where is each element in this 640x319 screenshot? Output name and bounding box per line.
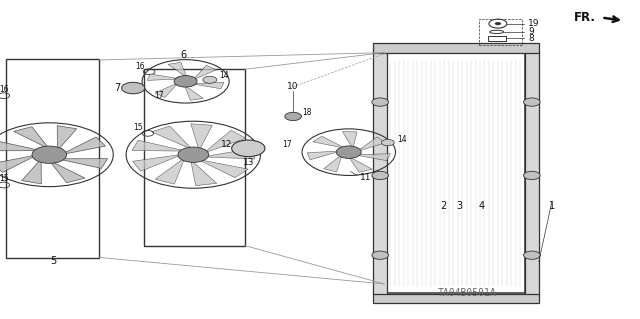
Polygon shape (342, 132, 357, 149)
Text: 14: 14 (397, 135, 406, 144)
Polygon shape (132, 154, 183, 171)
Text: 9: 9 (528, 27, 534, 36)
Circle shape (337, 146, 362, 158)
Text: 12: 12 (221, 140, 232, 149)
Circle shape (174, 76, 197, 87)
Bar (525, 51, 539, 295)
Circle shape (32, 146, 67, 163)
Bar (144, 69, 245, 246)
Circle shape (372, 171, 388, 180)
Circle shape (381, 139, 394, 146)
Polygon shape (191, 160, 217, 186)
Bar (6, 59, 99, 258)
Polygon shape (132, 140, 186, 151)
Polygon shape (324, 155, 342, 172)
Text: 8: 8 (528, 34, 534, 43)
Text: 13: 13 (243, 158, 254, 167)
Polygon shape (198, 160, 248, 178)
Text: 16: 16 (134, 62, 145, 70)
Text: FR.: FR. (574, 11, 596, 24)
Text: 11: 11 (360, 173, 371, 182)
Text: 15: 15 (132, 123, 143, 132)
Text: 19: 19 (528, 19, 540, 28)
Circle shape (122, 82, 145, 94)
Polygon shape (193, 65, 216, 80)
Text: 7: 7 (114, 83, 120, 93)
Polygon shape (155, 83, 179, 97)
Text: 17: 17 (282, 140, 292, 149)
Polygon shape (0, 155, 38, 173)
Polygon shape (61, 137, 106, 155)
Polygon shape (184, 85, 203, 100)
Text: 15: 15 (0, 174, 9, 183)
Polygon shape (147, 74, 180, 80)
Circle shape (178, 147, 209, 162)
Text: 3: 3 (456, 201, 463, 211)
Polygon shape (313, 136, 346, 148)
Polygon shape (156, 158, 185, 184)
Polygon shape (22, 159, 42, 184)
Polygon shape (307, 151, 340, 160)
Circle shape (524, 98, 540, 106)
Polygon shape (57, 126, 77, 151)
Text: TA04B0501A: TA04B0501A (438, 288, 497, 299)
Text: 14: 14 (220, 71, 229, 80)
Text: 2: 2 (440, 201, 447, 211)
Polygon shape (348, 156, 372, 172)
Circle shape (524, 171, 540, 180)
Bar (373, 294, 539, 303)
Polygon shape (203, 130, 246, 153)
Circle shape (232, 140, 265, 157)
Bar (488, 36, 506, 41)
Bar (373, 51, 387, 295)
Polygon shape (0, 141, 41, 151)
Circle shape (285, 112, 301, 121)
Polygon shape (191, 82, 224, 89)
Text: 4: 4 (478, 201, 484, 211)
Text: 1: 1 (548, 201, 555, 211)
Circle shape (203, 76, 217, 83)
Circle shape (524, 251, 540, 259)
Text: 6: 6 (180, 50, 186, 60)
Text: 17: 17 (154, 91, 164, 100)
Circle shape (495, 22, 501, 25)
Polygon shape (49, 160, 85, 183)
Text: 5: 5 (50, 256, 56, 266)
Polygon shape (168, 62, 187, 78)
Polygon shape (191, 124, 212, 151)
Polygon shape (357, 137, 386, 152)
Text: 18: 18 (302, 108, 312, 117)
Polygon shape (152, 126, 193, 150)
Bar (387, 53, 525, 293)
Bar (479, 19, 522, 45)
Text: 10: 10 (287, 82, 299, 91)
Polygon shape (58, 159, 108, 168)
Circle shape (372, 98, 388, 106)
Polygon shape (355, 154, 390, 161)
Polygon shape (13, 127, 49, 149)
Bar (373, 43, 539, 53)
Circle shape (372, 251, 388, 259)
Polygon shape (203, 148, 255, 159)
Text: 16: 16 (0, 85, 9, 94)
